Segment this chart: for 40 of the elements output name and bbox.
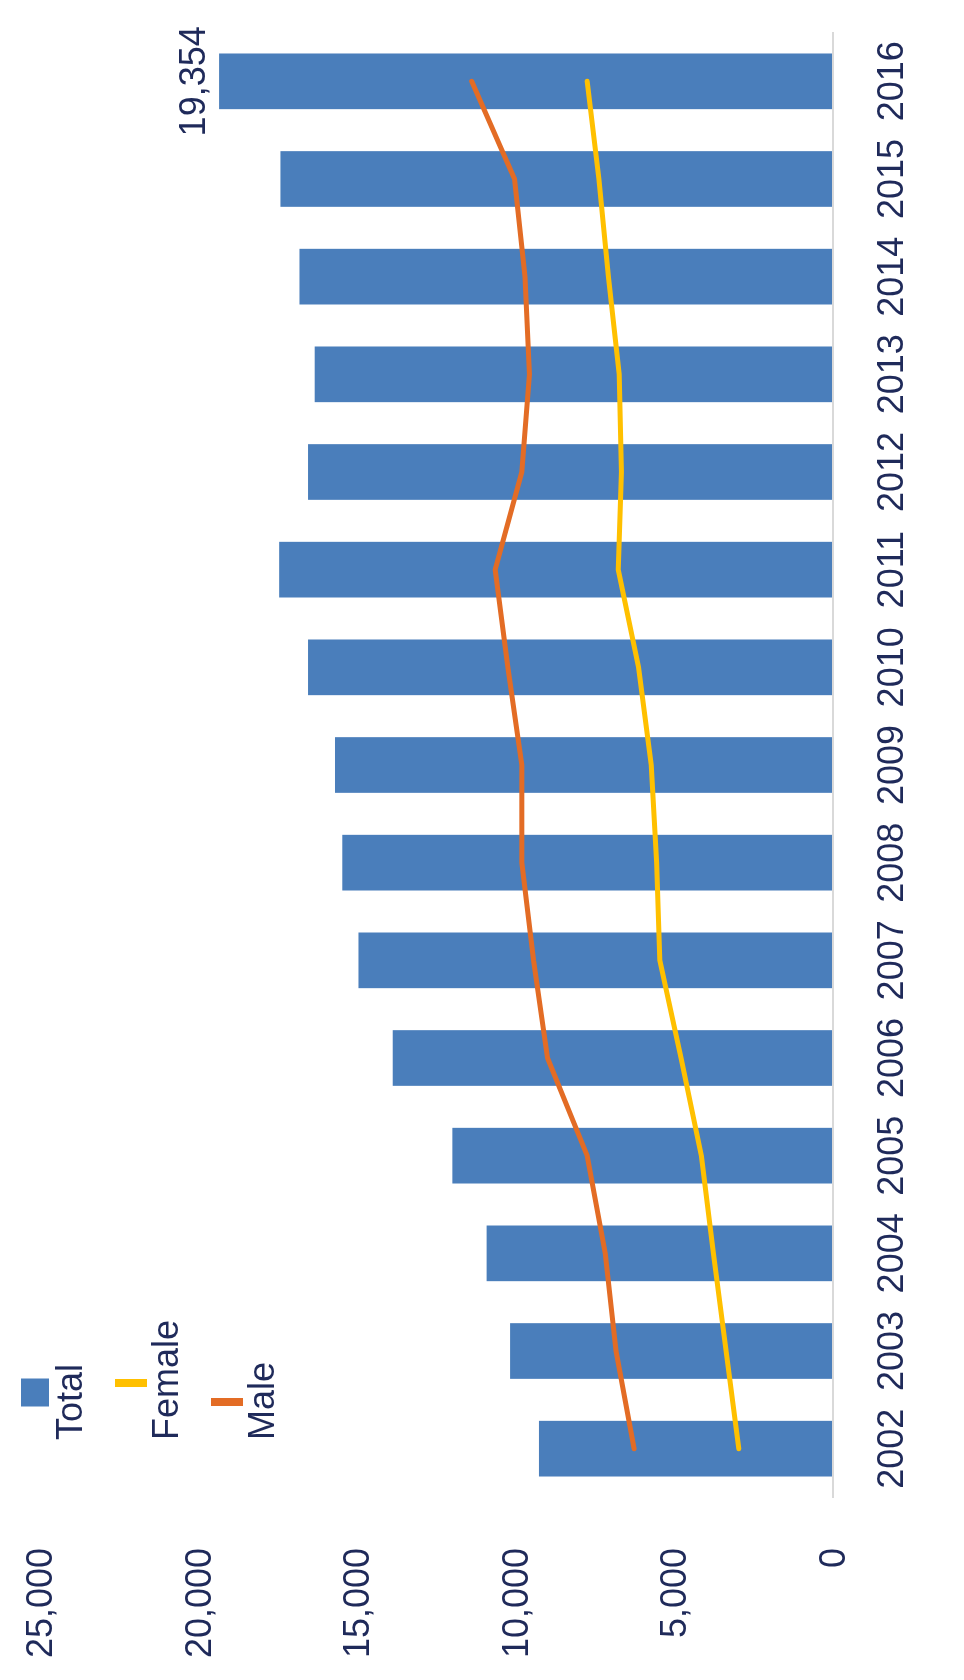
y-tick-label: 2015 [870, 138, 911, 220]
y-tick-label: 2007 [870, 920, 911, 1001]
bar [280, 151, 833, 207]
y-tick-label: 2003 [870, 1310, 911, 1392]
bar [314, 346, 833, 403]
bar [308, 444, 833, 500]
y-tick-label: 2014 [870, 236, 911, 317]
bar [358, 932, 833, 989]
y-tick-label: 2010 [870, 627, 911, 708]
y-tick-label: 2004 [870, 1213, 911, 1294]
bar [510, 1323, 833, 1379]
legend-label: Male [241, 1361, 282, 1440]
bar [342, 834, 833, 891]
bar [452, 1127, 833, 1184]
x-tick-label: 20,000 [177, 1548, 219, 1659]
bar [279, 541, 833, 598]
y-tick-label: 2006 [870, 1017, 911, 1099]
x-tick-label: 10,000 [494, 1548, 536, 1659]
y-tick-label: 2002 [870, 1408, 911, 1489]
x-tick-label: 0 [812, 1548, 853, 1569]
bar [308, 639, 833, 696]
y-tick-label: 2008 [870, 822, 911, 903]
y-tick-label: 2005 [870, 1115, 911, 1196]
y-tick-label: 2013 [870, 334, 911, 415]
x-tick-label: 5,000 [653, 1548, 695, 1639]
y-tick-label: 2012 [870, 431, 911, 513]
legend-label: Total [49, 1363, 90, 1440]
bar [538, 1420, 833, 1477]
x-tick-label: 15,000 [336, 1548, 378, 1659]
bar [335, 737, 833, 793]
bar [299, 248, 833, 305]
y-tick-label: 2009 [870, 724, 911, 806]
bar [486, 1225, 833, 1282]
legend-label: Female [145, 1319, 186, 1440]
x-tick-label: 25,000 [19, 1548, 60, 1659]
bar [219, 53, 833, 110]
bar [392, 1030, 833, 1086]
data-label: 19,354 [172, 26, 214, 137]
y-tick-label: 2016 [870, 41, 911, 122]
y-tick-label: 2011 [870, 530, 911, 609]
